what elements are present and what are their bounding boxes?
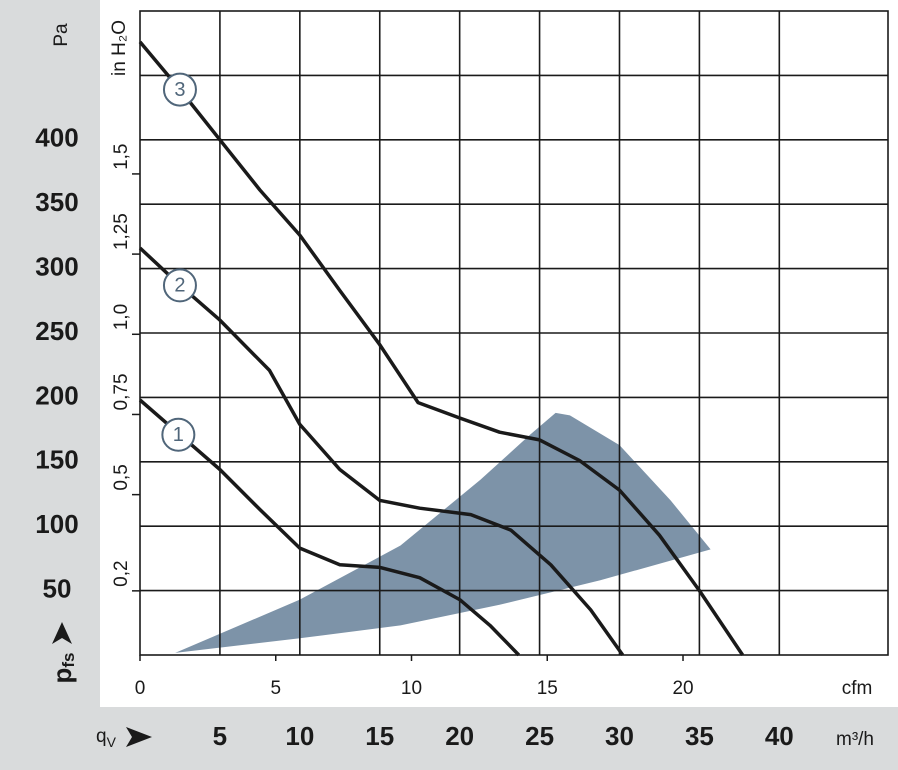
left-panel <box>0 0 100 770</box>
x2-tick-label: 20 <box>672 678 693 699</box>
x-tick-label: 40 <box>765 721 794 751</box>
x-symbol: qV <box>96 726 117 750</box>
y2-tick-label: 1,0 <box>111 304 132 330</box>
y2-tick-label: 0,2 <box>111 560 132 586</box>
x-tick-label: 20 <box>445 721 474 751</box>
x-arrow <box>126 727 152 747</box>
y-tick-label: 150 <box>35 445 78 475</box>
x2-tick-label: 15 <box>537 678 558 699</box>
y2-tick-label: 0,75 <box>111 373 132 410</box>
x2-tick-label: 0 <box>135 678 146 699</box>
x2-unit: cfm <box>842 678 873 699</box>
y2-tick-label: 1,5 <box>111 144 132 170</box>
fan-curve <box>138 40 745 656</box>
y-tick-label: 100 <box>35 509 78 539</box>
x2-tick-label: 5 <box>270 678 281 699</box>
x-tick-label: 25 <box>525 721 554 751</box>
fan-curve <box>138 398 521 657</box>
y-tick-label: 250 <box>35 316 78 346</box>
x-symbol-sub: V <box>107 734 117 750</box>
y-tick-label: 300 <box>35 251 78 281</box>
bottom-panel <box>0 707 898 770</box>
x-unit: m³/h <box>836 729 874 750</box>
y2-tick-label: 1,25 <box>111 213 132 250</box>
plot-frame <box>139 10 889 656</box>
x2-tick-label: 10 <box>401 678 422 699</box>
curve-label: 2 <box>174 275 185 297</box>
x-tick-label: 5 <box>213 721 227 751</box>
y-tick-label: 350 <box>35 187 78 217</box>
curve-badge <box>162 268 197 303</box>
y-symbol-main: p <box>47 668 77 684</box>
curve-label: 3 <box>174 79 185 101</box>
y-tick-label: 50 <box>43 573 72 603</box>
x-tick-label: 35 <box>685 721 714 751</box>
x-tick-label: 10 <box>285 721 314 751</box>
x-tick-label: 30 <box>605 721 634 751</box>
curve-badge <box>161 417 196 452</box>
y-label: Pa <box>51 23 72 47</box>
fan-curve <box>138 246 625 657</box>
operating-range <box>175 412 711 653</box>
y-symbol: pfs <box>47 652 79 683</box>
y2-label: in H₂O <box>109 20 130 76</box>
y-tick-label: 200 <box>35 380 78 410</box>
x-symbol-main: q <box>96 726 107 747</box>
x-tick-label: 15 <box>365 721 394 751</box>
curve-label: 1 <box>173 424 184 446</box>
y-symbol-sub: fs <box>59 652 78 667</box>
y-tick-label: 400 <box>35 123 78 153</box>
y-arrow <box>52 622 72 644</box>
curve-badge <box>162 72 197 107</box>
y2-tick-label: 0,5 <box>111 464 132 490</box>
